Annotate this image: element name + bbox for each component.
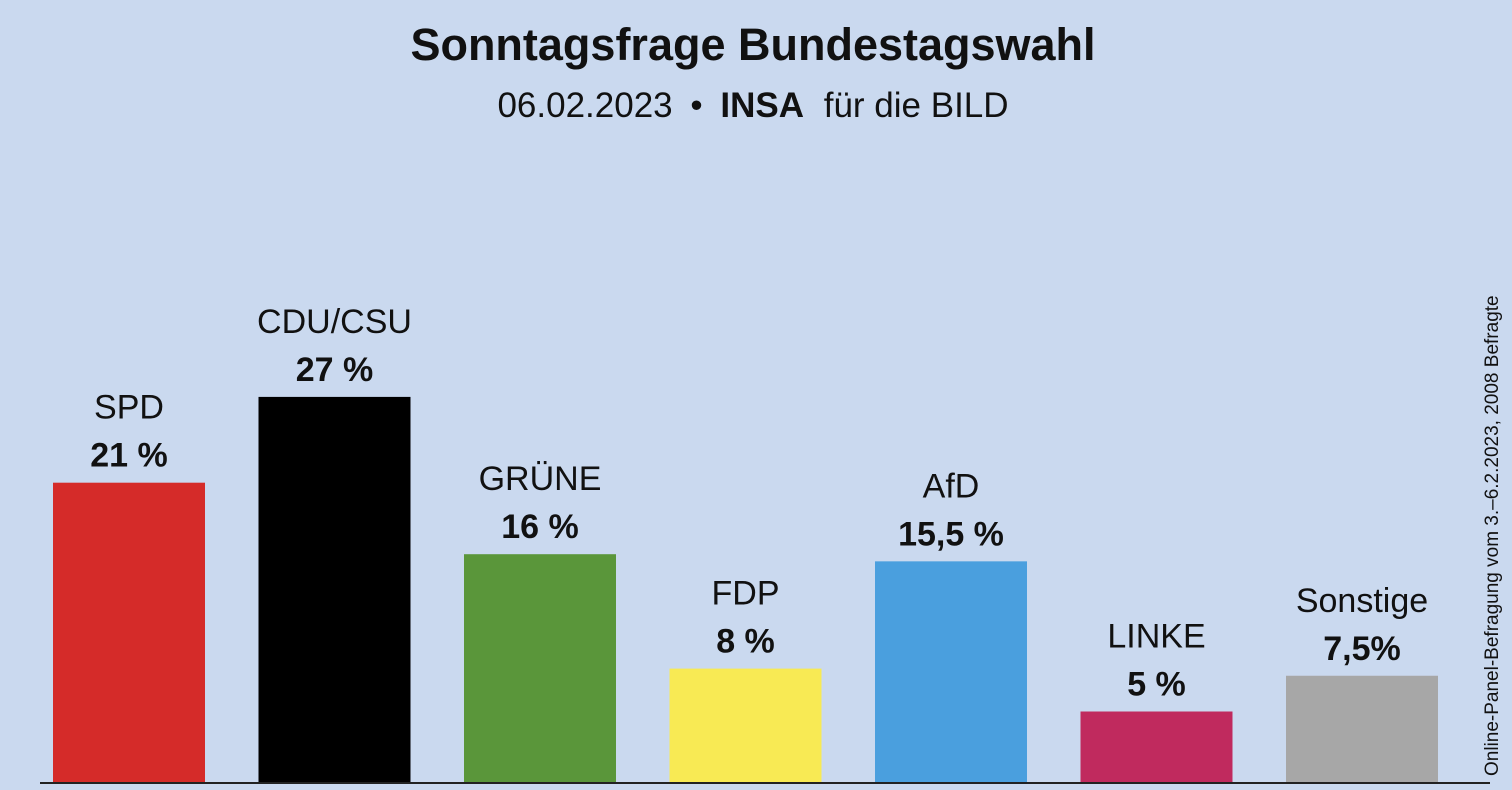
bar-group-fdp: FDP 8 %: [669, 575, 822, 783]
value-label: 8 %: [716, 623, 775, 661]
category-label: FDP: [712, 575, 780, 613]
bar-group-afd: AfD 15,5 %: [875, 467, 1027, 783]
bar-group-linke: LINKE 5 %: [1080, 618, 1233, 783]
chart-title: Sonntagsfrage Bundestagswahl: [410, 19, 1095, 70]
subtitle-date: 06.02.2023: [497, 86, 672, 125]
bar-group-gr-ne: GRÜNE 16 %: [464, 460, 616, 783]
bar: [53, 482, 205, 783]
bar: [258, 396, 411, 783]
category-label: SPD: [94, 389, 164, 427]
category-label: AfD: [923, 467, 980, 505]
subtitle-client: für die BILD: [824, 86, 1009, 125]
bar-group-spd: SPD 21 %: [53, 389, 205, 783]
source-note: Online-Panel-Befragung vom 3.–6.2.2023, …: [1482, 295, 1503, 776]
category-label: Sonstige: [1296, 582, 1428, 620]
subtitle-separator: •: [690, 86, 702, 125]
value-label: 16 %: [501, 508, 579, 546]
value-label: 21 %: [90, 437, 168, 475]
bar: [875, 561, 1027, 783]
bar-group-sonstige: Sonstige 7,5%: [1286, 582, 1438, 783]
value-label: 15,5 %: [898, 515, 1004, 553]
bar: [1286, 675, 1438, 783]
category-label: GRÜNE: [479, 460, 602, 498]
bar: [1080, 711, 1233, 783]
bar: [669, 668, 822, 783]
subtitle-institute: INSA: [720, 86, 804, 125]
value-label: 27 %: [296, 351, 374, 389]
bar-group-cdu-csu: CDU/CSU 27 %: [257, 303, 412, 783]
category-label: CDU/CSU: [257, 303, 412, 341]
chart-subtitle: 06.02.2023 • INSA für die BILD: [497, 86, 1008, 125]
bar: [464, 554, 616, 783]
bars: SPD 21 % CDU/CSU 27 % GRÜNE 16 % FDP 8 % AfD 15,5…: [53, 303, 1438, 783]
category-label: LINKE: [1107, 618, 1205, 656]
value-label: 5 %: [1127, 666, 1186, 704]
value-label: 7,5%: [1323, 630, 1401, 668]
